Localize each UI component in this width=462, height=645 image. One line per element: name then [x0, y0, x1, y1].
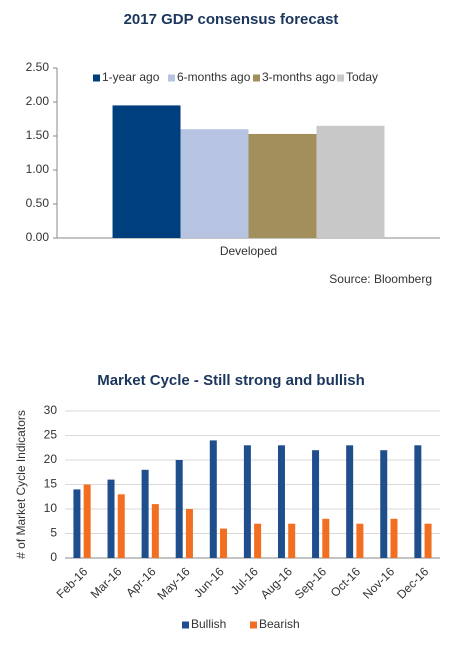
bar: [243, 445, 251, 558]
legend-label: Today: [346, 70, 378, 84]
bar: [312, 450, 320, 558]
bar: [414, 445, 422, 558]
legend-swatch: [250, 621, 257, 629]
y-tick-label: 20: [44, 452, 58, 466]
bar: [316, 125, 385, 238]
y-tick-label: 1.00: [26, 162, 50, 176]
y-tick-label: 30: [44, 403, 58, 417]
bar: [346, 445, 354, 558]
bar: [151, 504, 159, 558]
bar: [254, 523, 262, 558]
y-tick-label: 25: [44, 428, 58, 442]
y-axis-label: # of Market Cycle Indicators: [14, 410, 28, 559]
legend-swatch: [337, 74, 344, 82]
bar: [288, 523, 296, 558]
bar: [209, 440, 217, 558]
bar: [390, 518, 398, 558]
legend-swatch: [253, 74, 260, 82]
bar: [220, 528, 228, 558]
bar: [107, 479, 115, 558]
bar: [83, 484, 91, 558]
y-tick-label: 1.50: [26, 128, 50, 142]
y-tick-label: 10: [44, 501, 58, 515]
bar: [277, 445, 285, 558]
bar: [322, 518, 330, 558]
source-note: Source: Bloomberg: [329, 272, 432, 286]
y-tick-label: 2.50: [26, 60, 50, 74]
bar: [141, 469, 149, 558]
y-tick-label: 15: [44, 477, 58, 491]
bar: [73, 489, 81, 558]
legend-swatch: [182, 621, 189, 629]
bar: [175, 460, 183, 558]
bar: [380, 450, 388, 558]
y-tick-label: 5: [50, 526, 57, 540]
x-tick-label: Developed: [220, 244, 277, 258]
legend-label: Bearish: [259, 617, 300, 631]
bar: [185, 509, 193, 558]
y-tick-label: 0: [50, 550, 57, 564]
chart-title: Market Cycle - Still strong and bullish: [97, 372, 365, 389]
legend-swatch: [168, 74, 175, 82]
bar: [424, 523, 432, 558]
chart-title: 2017 GDP consensus forecast: [124, 11, 339, 28]
bar: [117, 494, 125, 558]
y-tick-label: 2.00: [26, 94, 50, 108]
legend-swatch: [93, 74, 100, 82]
legend-label: 6-months ago: [177, 70, 251, 84]
legend-label: 3-months ago: [262, 70, 336, 84]
bar: [112, 105, 181, 239]
bar: [356, 523, 364, 558]
y-tick-label: 0.50: [26, 196, 50, 210]
bar: [248, 133, 317, 238]
legend-label: 1-year ago: [102, 70, 160, 84]
y-tick-label: 0.00: [26, 230, 50, 244]
bar: [180, 129, 249, 238]
legend-label: Bullish: [191, 617, 226, 631]
